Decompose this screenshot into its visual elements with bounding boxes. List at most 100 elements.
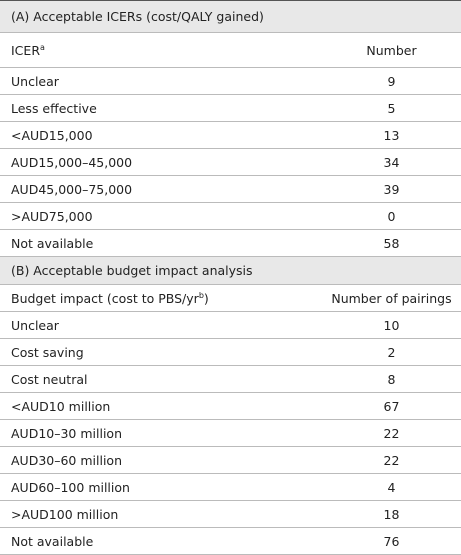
row-value: 10	[383, 317, 400, 333]
cell: 9	[322, 68, 461, 94]
section-title: (B) Acceptable budget impact analysis	[11, 257, 253, 284]
header-text: Budget impact (cost to PBS/yr	[11, 290, 199, 306]
row-label: <AUD10 million	[11, 398, 111, 414]
data-row: Unclear 9	[0, 68, 461, 95]
cell: <AUD15,000	[11, 122, 93, 148]
cell: >AUD75,000	[11, 203, 93, 229]
cell: 34	[322, 149, 461, 175]
row-label: Not available	[11, 235, 94, 251]
cell: 0	[322, 203, 461, 229]
cell: 8	[322, 366, 461, 392]
row-label: Not available	[11, 533, 94, 549]
superscript: b	[198, 290, 204, 300]
cell: AUD15,000–45,000	[11, 149, 132, 175]
data-row: Less effective 5	[0, 95, 461, 122]
row-label: AUD30–60 million	[11, 452, 122, 468]
row-label: Unclear	[11, 317, 59, 333]
row-value: 18	[383, 506, 400, 522]
header-cell: Number of pairings	[322, 285, 461, 311]
row-value: 2	[387, 344, 396, 360]
data-row: AUD30–60 million 22	[0, 447, 461, 474]
cell: 76	[322, 528, 461, 554]
row-value: 5	[387, 100, 396, 116]
row-value: 39	[383, 181, 400, 197]
row-label: Cost saving	[11, 344, 84, 360]
row-value: 58	[383, 235, 400, 251]
cell: 39	[322, 176, 461, 202]
row-label: AUD60–100 million	[11, 479, 130, 495]
data-row: >AUD75,000 0	[0, 203, 461, 230]
cell: Cost saving	[11, 339, 84, 365]
row-label: <AUD15,000	[11, 127, 93, 143]
header-text: Number	[366, 42, 417, 58]
cell: AUD45,000–75,000	[11, 176, 132, 202]
header-cell: ICER a	[11, 33, 45, 67]
row-label: >AUD100 million	[11, 506, 119, 522]
cell: AUD10–30 million	[11, 420, 122, 446]
row-label: AUD15,000–45,000	[11, 154, 133, 170]
section-row: (B) Acceptable budget impact analysis	[0, 257, 461, 285]
cell: Cost neutral	[11, 366, 87, 392]
row-value: 34	[383, 154, 400, 170]
cell: >AUD100 million	[11, 501, 118, 527]
section-row: (A) Acceptable ICERs (cost/QALY gained)	[0, 1, 461, 33]
cell: Unclear	[11, 68, 59, 94]
header-text: )	[203, 290, 209, 306]
header-cell: Number	[322, 33, 461, 67]
header-text: Number of pairings	[331, 290, 452, 306]
header-text: ICER	[11, 42, 40, 58]
data-row: AUD10–30 million 22	[0, 420, 461, 447]
cell: <AUD10 million	[11, 393, 110, 419]
data-row: Unclear 10	[0, 312, 461, 339]
row-value: 8	[387, 371, 396, 387]
cell: AUD30–60 million	[11, 447, 122, 473]
row-label: AUD45,000–75,000	[11, 181, 133, 197]
data-row: Cost neutral 8	[0, 366, 461, 393]
row-value: 13	[383, 127, 400, 143]
data-row: AUD60–100 million 4	[0, 474, 461, 501]
cell: 10	[322, 312, 461, 338]
data-row: Not available 58	[0, 230, 461, 257]
row-value: 0	[387, 208, 396, 224]
cell: Unclear	[11, 312, 59, 338]
cell: 22	[322, 447, 461, 473]
header-row: Budget impact (cost to PBS/yr b) Number of…	[0, 285, 461, 312]
row-value: 4	[387, 479, 396, 495]
cell: AUD60–100 million	[11, 474, 130, 500]
data-row: <AUD15,000 13	[0, 122, 461, 149]
cell: 18	[322, 501, 461, 527]
row-label: Unclear	[11, 73, 59, 89]
header-cell: Budget impact (cost to PBS/yr b)	[11, 285, 209, 311]
data-row: Cost saving 2	[0, 339, 461, 366]
data-row: AUD45,000–75,000 39	[0, 176, 461, 203]
header-row: ICER a Number	[0, 33, 461, 68]
data-row: >AUD100 million 18	[0, 501, 461, 528]
row-value: 76	[383, 533, 400, 549]
cell: 5	[322, 95, 461, 121]
cell: Not available	[11, 230, 93, 256]
row-value: 22	[383, 452, 400, 468]
cell: 13	[322, 122, 461, 148]
row-value: 9	[387, 73, 396, 89]
section-title-text: (B) Acceptable budget impact analysis	[11, 263, 253, 278]
cell: 67	[322, 393, 461, 419]
data-row: <AUD10 million 67	[0, 393, 461, 420]
superscript: a	[40, 42, 45, 52]
section-title-text: (A) Acceptable ICERs (cost/QALY gained)	[11, 9, 264, 24]
cell: 4	[322, 474, 461, 500]
row-value: 67	[383, 398, 400, 414]
cell: 22	[322, 420, 461, 446]
row-label: Cost neutral	[11, 371, 88, 387]
data-row: Not available 76	[0, 528, 461, 555]
cell: Less effective	[11, 95, 97, 121]
row-label: AUD10–30 million	[11, 425, 122, 441]
cell: 2	[322, 339, 461, 365]
cell: Not available	[11, 528, 93, 554]
section-title: (A) Acceptable ICERs (cost/QALY gained)	[11, 1, 264, 32]
cell: 58	[322, 230, 461, 256]
row-label: >AUD75,000	[11, 208, 93, 224]
row-label: Less effective	[11, 100, 97, 116]
row-value: 22	[383, 425, 400, 441]
data-row: AUD15,000–45,000 34	[0, 149, 461, 176]
